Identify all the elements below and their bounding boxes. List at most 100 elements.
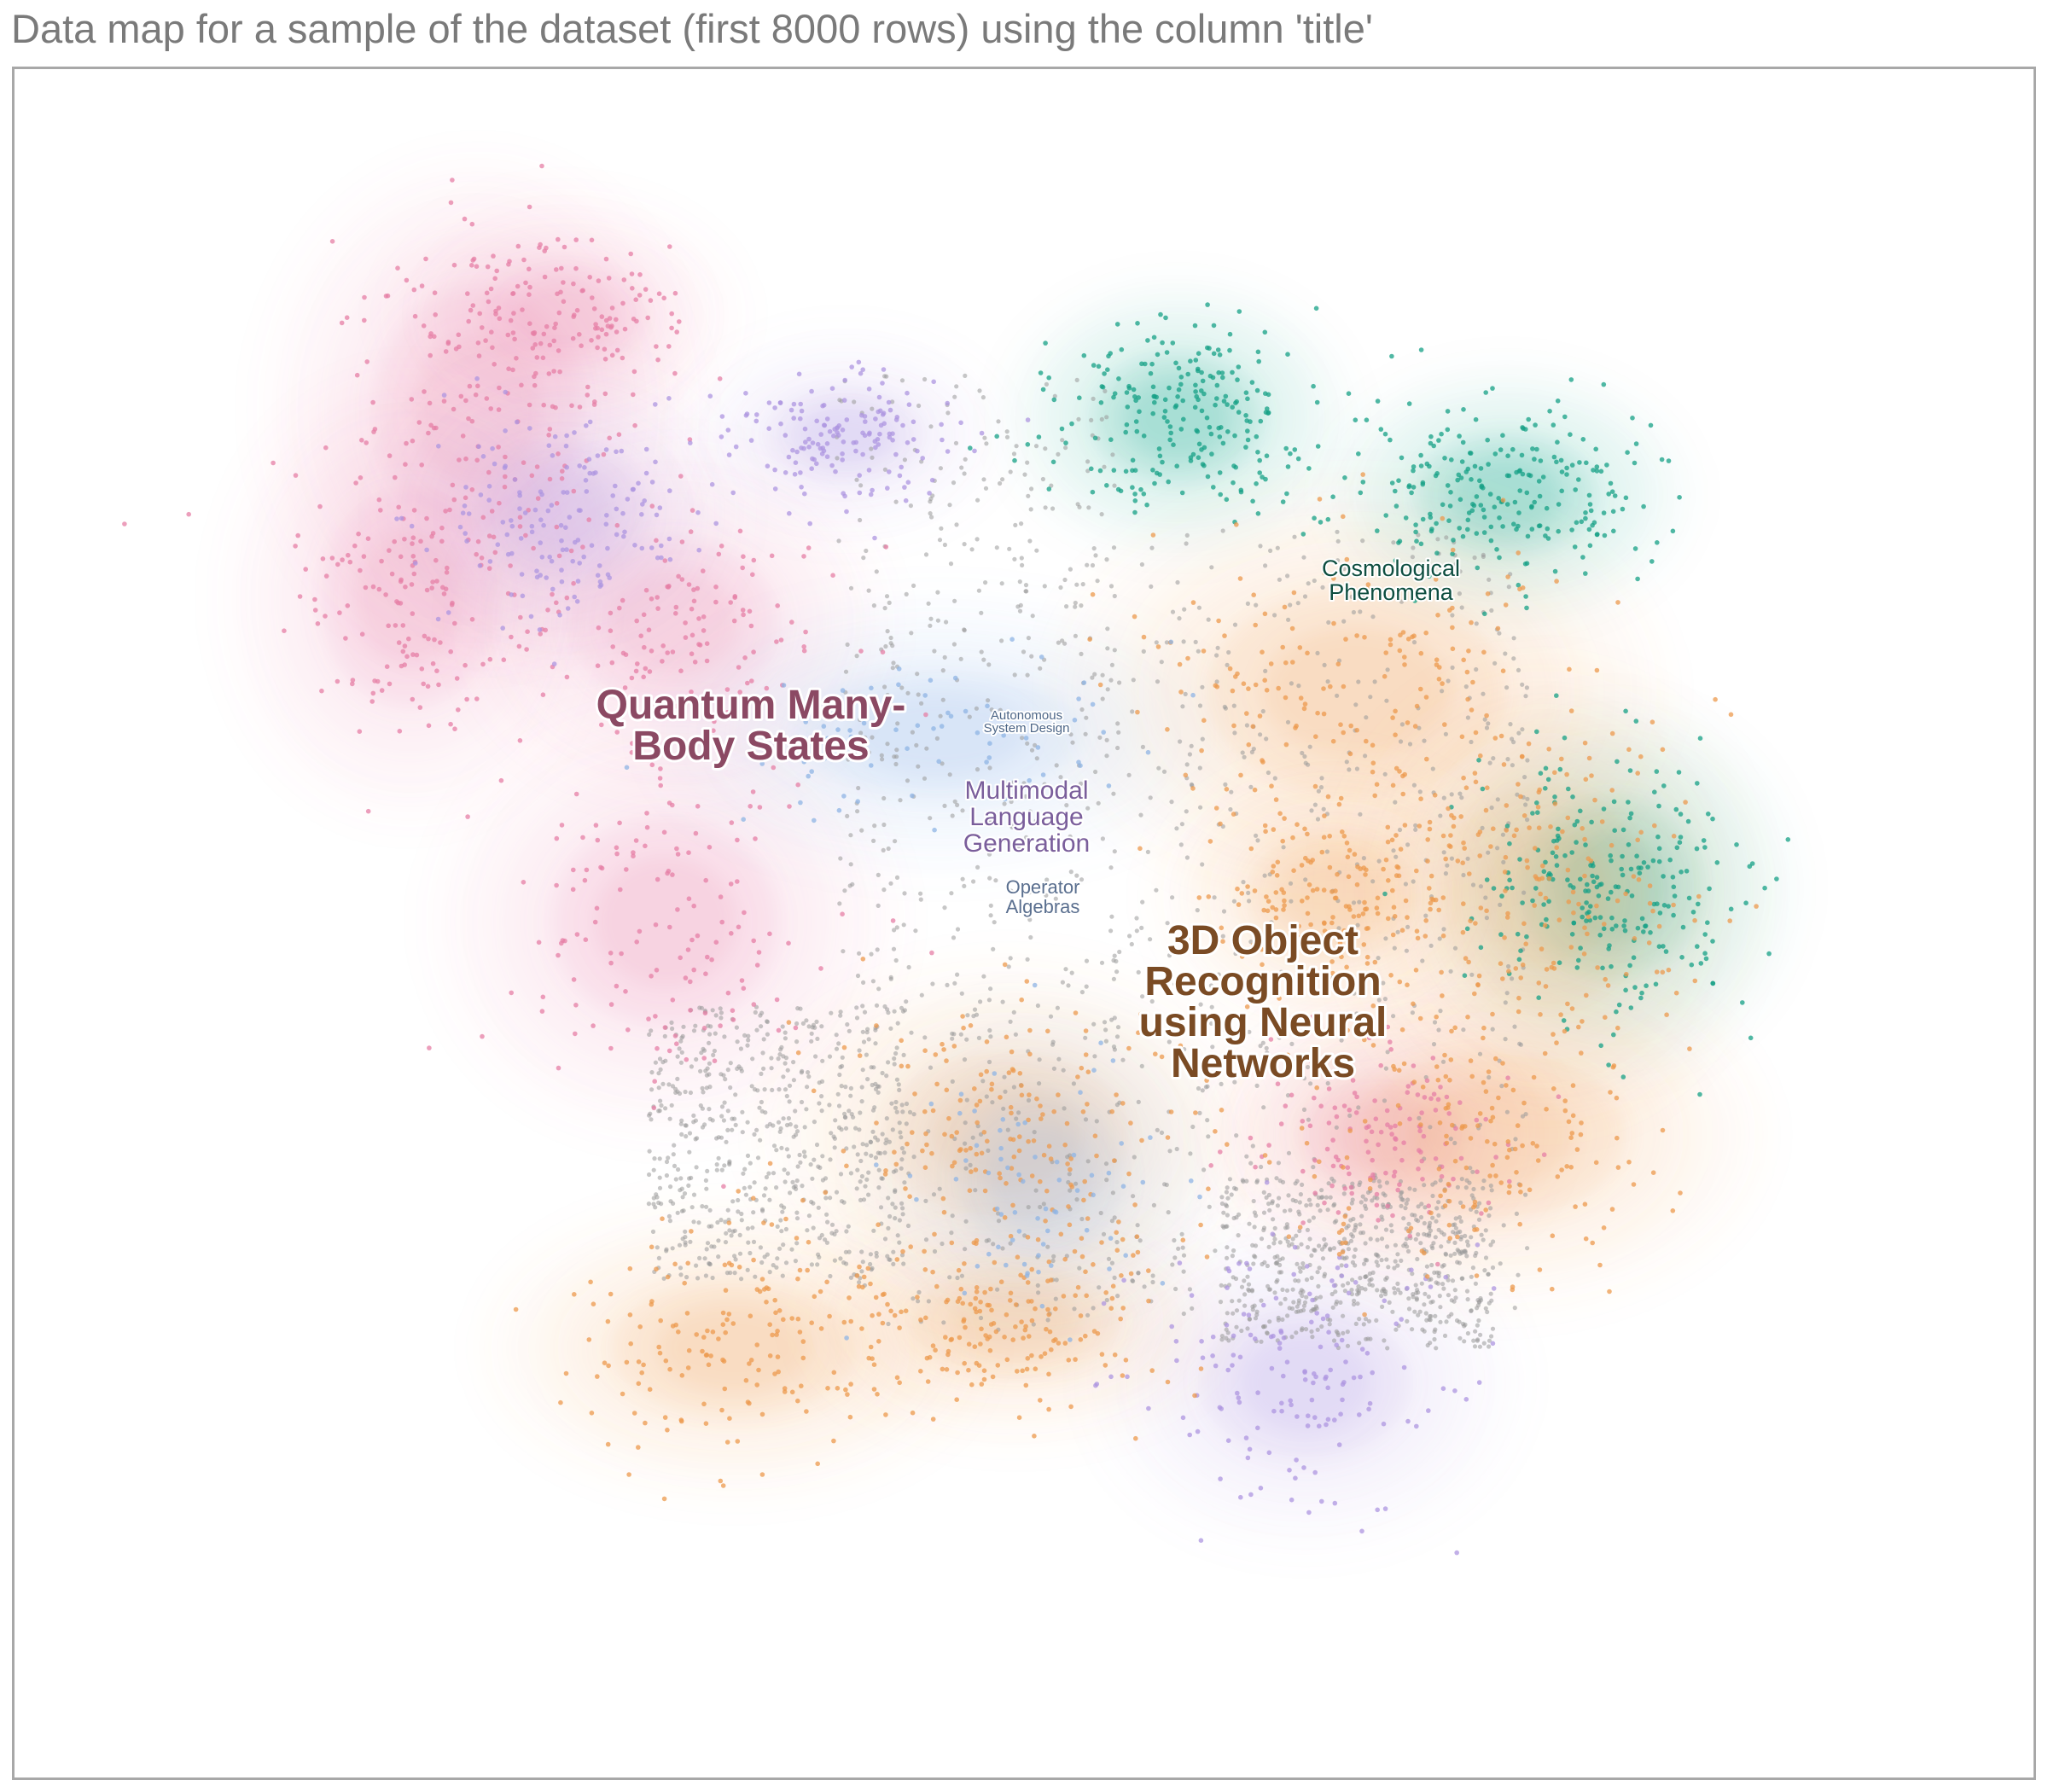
cluster-point (1231, 1333, 1236, 1339)
noise-point (1296, 1300, 1301, 1306)
noise-point (1363, 1257, 1368, 1262)
cluster-point (1611, 1032, 1616, 1038)
noise-point (972, 1007, 978, 1012)
cluster-point (633, 838, 639, 843)
noise-point (1399, 1203, 1404, 1208)
cluster-point (532, 374, 537, 380)
cluster-point (409, 397, 415, 402)
cluster-point (1277, 1341, 1283, 1346)
noise-point (895, 1021, 900, 1026)
noise-point (1050, 1042, 1056, 1047)
cluster-point (863, 419, 868, 424)
noise-point (1266, 1201, 1271, 1207)
cluster-point (653, 459, 658, 465)
cluster-point (1280, 838, 1285, 844)
noise-point (954, 384, 959, 389)
noise-point (1177, 616, 1182, 621)
noise-point (1091, 546, 1097, 551)
noise-point (1433, 1313, 1438, 1318)
noise-point (1061, 1068, 1066, 1073)
cluster-point (1482, 611, 1487, 617)
cluster-point (503, 389, 508, 395)
cluster-point (1400, 630, 1406, 635)
cluster-point (378, 508, 383, 513)
cluster-point (502, 484, 508, 490)
noise-point (1307, 1236, 1312, 1242)
noise-point (813, 1054, 818, 1059)
cluster-point (1559, 488, 1564, 494)
cluster-point (593, 823, 599, 828)
cluster-point (1656, 858, 1662, 864)
cluster-point (1562, 852, 1568, 858)
noise-point (1190, 1306, 1195, 1311)
noise-point (1220, 1224, 1225, 1229)
cluster-point (1214, 396, 1219, 401)
noise-point (1393, 800, 1398, 805)
cluster-point (1619, 866, 1624, 872)
cluster-point (564, 595, 570, 601)
cluster-point (737, 689, 742, 695)
cluster-point (630, 286, 635, 291)
cluster-point (1433, 1156, 1439, 1161)
noise-point (846, 757, 851, 762)
cluster-point (731, 618, 737, 624)
noise-point (1410, 555, 1415, 560)
cluster-point (1517, 1182, 1523, 1188)
noise-point (1341, 619, 1347, 624)
cluster-point (614, 845, 620, 851)
cluster-point (614, 522, 620, 528)
noise-point (1025, 741, 1030, 746)
cluster-point (1629, 893, 1635, 899)
cluster-point (887, 407, 893, 413)
noise-point (691, 1028, 697, 1033)
noise-point (890, 1201, 895, 1207)
noise-point (1297, 1228, 1302, 1234)
noise-point (800, 1068, 805, 1073)
noise-point (1175, 579, 1180, 585)
cluster-point (821, 403, 827, 408)
cluster-point (398, 554, 404, 560)
cluster-point (709, 957, 714, 963)
noise-point (1026, 1205, 1031, 1210)
noise-point (1487, 1074, 1492, 1080)
cluster-point (1468, 451, 1474, 456)
cluster-point (825, 1386, 830, 1391)
noise-point (1209, 1004, 1214, 1009)
noise-point (1398, 1290, 1403, 1295)
cluster-point (614, 851, 620, 857)
noise-point (1438, 813, 1443, 818)
noise-point (854, 654, 859, 659)
noise-point (1423, 913, 1428, 918)
noise-point (1452, 1299, 1457, 1304)
noise-point (784, 1122, 790, 1128)
noise-point (881, 795, 887, 801)
noise-point (1368, 695, 1373, 700)
noise-point (971, 879, 976, 884)
cluster-point (1626, 842, 1632, 847)
noise-point (1418, 1241, 1423, 1246)
noise-point (866, 1170, 871, 1175)
noise-point (861, 556, 866, 561)
cluster-point (450, 482, 456, 488)
cluster-point (1090, 489, 1096, 495)
noise-point (1452, 1251, 1457, 1256)
noise-point (963, 1120, 968, 1126)
noise-point (1208, 983, 1213, 988)
noise-point (952, 980, 957, 986)
cluster-point (428, 331, 433, 336)
cluster-point (630, 741, 635, 746)
cluster-point (1335, 1157, 1341, 1163)
cluster-point (801, 648, 807, 654)
cluster-point (1670, 1208, 1676, 1213)
cluster-point (531, 545, 536, 551)
cluster-point (1517, 857, 1522, 862)
noise-point (759, 1024, 764, 1029)
cluster-point (1556, 960, 1562, 965)
cluster-point (1428, 1284, 1434, 1289)
cluster-point (1516, 957, 1522, 963)
cluster-point (945, 449, 951, 454)
cluster-point (686, 896, 692, 901)
noise-point (876, 872, 881, 877)
noise-point (1326, 1057, 1331, 1062)
noise-point (740, 1109, 745, 1114)
